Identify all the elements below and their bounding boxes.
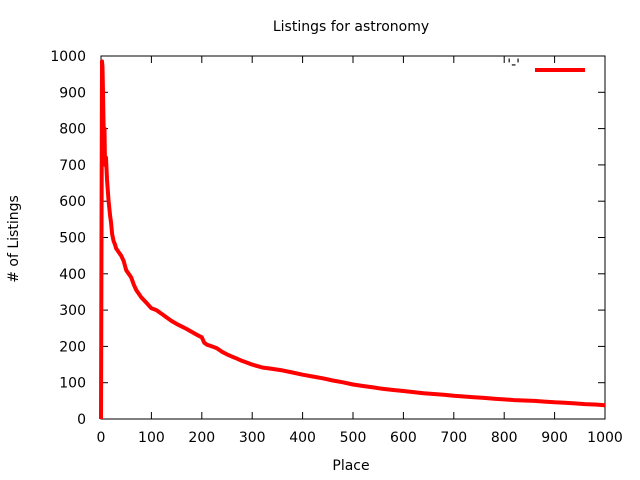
y-axis-title: # of Listings <box>6 195 22 283</box>
x-tick-label: 900 <box>541 430 568 446</box>
x-tick-label: 200 <box>188 430 215 446</box>
x-tick-label: 300 <box>239 430 266 446</box>
x-tick-label: 800 <box>491 430 518 446</box>
series-group <box>99 59 606 420</box>
y-tick-label: 1000 <box>50 49 86 65</box>
x-tick-label: 1000 <box>587 430 623 446</box>
legend: '-' <box>507 57 585 73</box>
plot-frame <box>100 55 606 420</box>
x-tick-label: 100 <box>138 430 165 446</box>
x-tick-label: 0 <box>97 430 106 446</box>
ticks <box>100 55 606 420</box>
y-tick-label: 100 <box>59 376 86 392</box>
legend-label: '-' <box>507 57 520 73</box>
y-tick-label: 300 <box>59 303 86 319</box>
y-tick-label: 400 <box>59 267 86 283</box>
y-tick-label: 200 <box>59 339 86 355</box>
y-tick-label: 500 <box>59 231 86 247</box>
x-tick-label: 500 <box>340 430 367 446</box>
x-axis-title: Place <box>332 458 369 474</box>
tick-labels: 0 100 200 300 400 500 600 700 800 900 1000 0 100 200 3… <box>50 49 622 446</box>
x-tick-label: 600 <box>390 430 417 446</box>
y-tick-label: 600 <box>59 194 86 210</box>
x-tick-label: 400 <box>289 430 316 446</box>
y-tick-label: 700 <box>59 158 86 174</box>
y-tick-label: 800 <box>59 122 86 138</box>
y-tick-label: 0 <box>77 412 86 428</box>
x-tick-label: 700 <box>440 430 467 446</box>
y-tick-label: 900 <box>59 85 86 101</box>
chart-title: Listings for astronomy <box>273 19 429 35</box>
series-line <box>99 59 606 420</box>
